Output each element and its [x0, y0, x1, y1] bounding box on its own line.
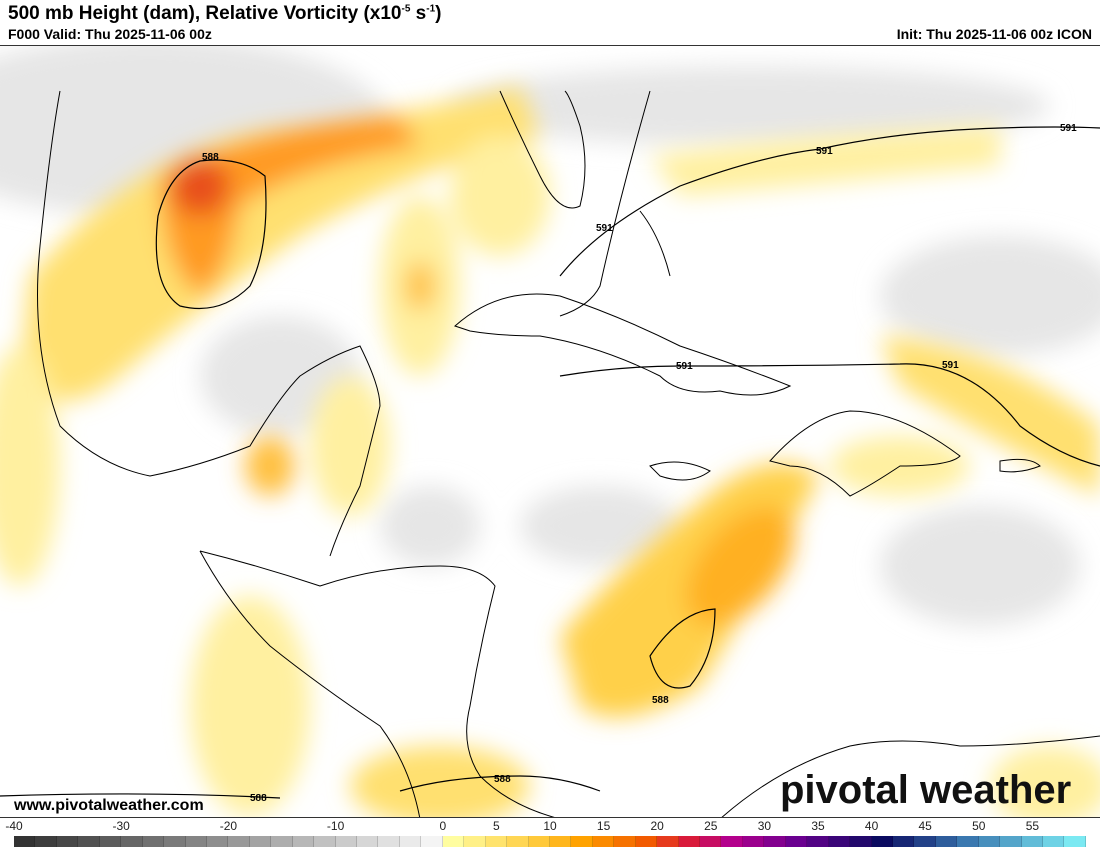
- colorbar-swatch: [164, 836, 186, 847]
- colorbar-swatch: [871, 836, 893, 847]
- colorbar-tick-label: 35: [811, 819, 825, 833]
- valid-time: F000 Valid: Thu 2025-11-06 00z: [8, 26, 212, 42]
- pivotal-weather-logo: pivotal weather: [780, 768, 1072, 812]
- colorbar-swatch: [485, 836, 508, 847]
- colorbar-swatch: [314, 836, 336, 847]
- colorbar-tick-label: 45: [918, 819, 932, 833]
- colorbar-swatch: [657, 836, 679, 847]
- colorbar-tick-label: 25: [704, 819, 718, 833]
- colorbar-swatch: [249, 836, 272, 847]
- colorbar-swatch: [592, 836, 615, 847]
- colorbar-swatch: [271, 836, 293, 847]
- contour-label: 588: [494, 774, 511, 785]
- colorbar-swatch: [335, 836, 357, 847]
- colorbar-swatch: [99, 836, 122, 847]
- colorbar-swatch: [678, 836, 700, 847]
- colorbar-tick-label: 5: [493, 819, 500, 833]
- colorbar-tick-label: -10: [326, 819, 345, 833]
- colorbar-swatch: [378, 836, 400, 847]
- colorbar-swatch: [700, 836, 722, 847]
- contour-label: 591: [676, 361, 693, 372]
- colorbar-swatch: [635, 836, 658, 847]
- colorbar-swatch: [292, 836, 315, 847]
- colorbar-swatch: [828, 836, 851, 847]
- colorbar-swatch: [1021, 836, 1043, 847]
- colorbar-swatch: [206, 836, 229, 847]
- colorbar-swatch: [399, 836, 422, 847]
- contour-labels: 588 591 591 591 591 591 588 588 588: [202, 123, 1077, 804]
- colorbar-tick-label: 55: [1025, 819, 1040, 833]
- contour-label: 588: [652, 695, 669, 706]
- colorbar-swatch: [935, 836, 958, 847]
- contour-label: 588: [250, 793, 267, 804]
- weather-map[interactable]: 588 591 591 591 591 591 588 588 588: [0, 45, 1100, 818]
- colorbar-tick-label: 50: [972, 819, 986, 833]
- contour-label: 591: [596, 223, 613, 234]
- colorbar-swatch: [78, 836, 100, 847]
- colorbar-swatch: [549, 836, 572, 847]
- colorbar-labels: -40 -30 -20 -10 0 5 10 15 20 25 30 35 40 45 50 55: [0, 819, 1100, 835]
- colorbar-swatch: [121, 836, 143, 847]
- map-canvas: 588 591 591 591 591 591 588 588 588: [0, 46, 1100, 817]
- colorbar-swatch: [892, 836, 915, 847]
- colorbar-swatch: [978, 836, 1001, 847]
- colorbar-swatch: [528, 836, 550, 847]
- colorbar-tick-label: -30: [112, 819, 130, 833]
- colorbar-swatch: [850, 836, 872, 847]
- positive-vorticity-shading: [0, 86, 1100, 817]
- colorbar-swatch: [357, 836, 379, 847]
- website-link[interactable]: www.pivotalweather.com: [14, 797, 204, 814]
- colorbar-tick-label: 15: [596, 819, 611, 833]
- height-contours: [0, 126, 1100, 799]
- colorbar-tick-label: 40: [864, 819, 879, 833]
- colorbar-swatch: [614, 836, 636, 847]
- contour-label: 591: [1060, 123, 1077, 134]
- colorbar-tick-label: -40: [5, 819, 23, 833]
- chart-title: 500 mb Height (dam), Relative Vorticity …: [8, 3, 442, 24]
- colorbar-swatch: [742, 836, 765, 847]
- colorbar-swatch: [507, 836, 529, 847]
- contour-label: 591: [942, 360, 959, 371]
- colorbar-swatch: [442, 836, 465, 847]
- colorbar-swatch: [35, 836, 57, 847]
- colorbar-swatch: [464, 836, 486, 847]
- colorbar-swatch: [571, 836, 593, 847]
- colorbar-swatch: [14, 836, 36, 847]
- colorbar-tick-label: -20: [219, 819, 238, 833]
- colorbar-swatch: [957, 836, 979, 847]
- colorbar-swatch: [228, 836, 250, 847]
- colorbar-tick-label: 10: [543, 819, 557, 833]
- colorbar-tick-label: 20: [650, 819, 664, 833]
- contour-label: 591: [816, 146, 833, 157]
- colorbar-swatch: [185, 836, 207, 847]
- colorbar-swatch: [1000, 836, 1022, 847]
- colorbar-tick-label: 0: [439, 819, 447, 833]
- colorbar-swatch: [1043, 836, 1065, 847]
- colorbar-swatch: [142, 836, 165, 847]
- colorbar: [14, 836, 1086, 847]
- contour-label: 588: [202, 152, 219, 163]
- colorbar-swatch: [421, 836, 443, 847]
- colorbar-swatch: [914, 836, 936, 847]
- coastlines: [37, 90, 1100, 817]
- colorbar-swatch: [807, 836, 829, 847]
- init-time: Init: Thu 2025-11-06 00z ICON: [896, 26, 1092, 42]
- colorbar-swatch: [785, 836, 808, 847]
- colorbar-swatch: [764, 836, 786, 847]
- colorbar-swatch: [1064, 836, 1086, 847]
- colorbar-tick-label: 30: [757, 819, 772, 833]
- colorbar-swatch: [721, 836, 743, 847]
- colorbar-swatch: [56, 836, 79, 847]
